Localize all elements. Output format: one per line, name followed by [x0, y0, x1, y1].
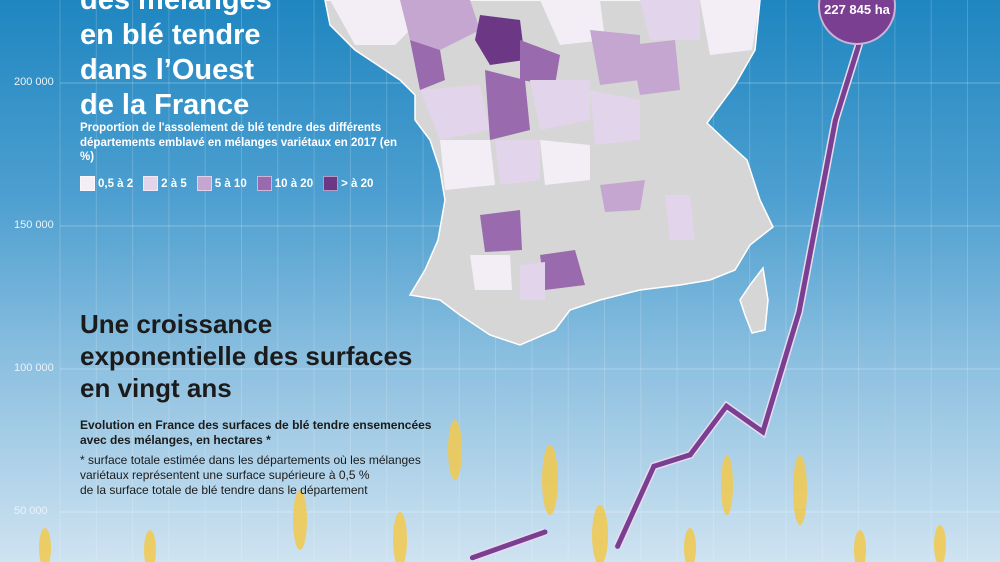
footnote-line: de la surface totale de blé tendre dans … — [80, 483, 368, 497]
map-title-line: de la France — [80, 89, 250, 121]
chart-subtitle: Evolution en France des surfaces de blé … — [80, 418, 431, 448]
legend-swatch — [323, 176, 339, 191]
chart-subtitle-line: avec des mélanges, en hectares * — [80, 433, 271, 447]
map-legend: 0,5 à 2 2 à 5 5 à 10 10 à 20 > à 20 — [80, 176, 373, 191]
y-tick-label: 150 000 — [14, 219, 54, 231]
growth-line — [469, 0, 876, 562]
legend-item: 0,5 à 2 — [80, 176, 133, 191]
legend-label: 10 à 20 — [274, 177, 314, 190]
legend-item: 2 à 5 — [143, 176, 187, 191]
series-line — [471, 529, 546, 561]
chart-title-line: Une croissance — [80, 309, 273, 339]
corsica — [739, 266, 769, 334]
chart-title: Une croissance exponentielle des surface… — [80, 308, 412, 404]
data-point — [760, 429, 766, 435]
map-title: des mélanges en blé tendre dans l’Ouest … — [80, 0, 272, 123]
chart-footnote: * surface totale estimée dans les départ… — [80, 453, 421, 498]
department-shading — [330, 0, 760, 300]
data-point — [724, 403, 729, 409]
legend-label: 5 à 10 — [214, 177, 247, 190]
legend-label: > à 20 — [341, 177, 374, 190]
data-point — [615, 543, 621, 549]
footnote-line: variétaux représentent une surface supér… — [80, 468, 370, 482]
legend-swatch — [256, 176, 272, 191]
data-point — [542, 529, 548, 535]
map-subtitle: Proportion de l'assolement de blé tendre… — [80, 122, 398, 163]
data-point — [469, 555, 475, 561]
footnote-line: * surface totale estimée dans les départ… — [80, 453, 421, 467]
data-point — [796, 309, 802, 315]
legend-item: > à 20 — [323, 176, 373, 191]
legend-label: 0,5 à 2 — [98, 177, 134, 190]
map-title-line: dans l’Ouest — [80, 54, 255, 86]
legend-swatch — [80, 176, 95, 191]
final-value-label: 227 845 ha — [824, 2, 890, 17]
y-tick-label: 100 000 — [14, 362, 54, 374]
map-title-line: des mélanges — [80, 0, 272, 16]
legend-item: 10 à 20 — [256, 176, 314, 191]
data-point — [832, 117, 838, 123]
chart-subtitle-line: Evolution en France des surfaces de blé … — [80, 418, 432, 432]
chart-title-line: exponentielle des surfaces — [80, 341, 413, 371]
france-map — [324, 0, 774, 346]
legend-item: 5 à 10 — [196, 176, 247, 191]
data-point — [687, 452, 693, 458]
series-line — [615, 2, 875, 548]
y-tick-label: 50 000 — [14, 505, 48, 517]
legend-label: 2 à 5 — [161, 177, 187, 190]
legend-swatch — [196, 176, 212, 191]
wheat-decoration — [39, 420, 946, 562]
map-title-line: en blé tendre — [80, 19, 261, 51]
chart-title-line: en vingt ans — [80, 373, 232, 403]
y-tick-label: 200 000 — [14, 76, 54, 88]
legend-swatch — [143, 176, 159, 191]
data-point — [651, 463, 657, 469]
